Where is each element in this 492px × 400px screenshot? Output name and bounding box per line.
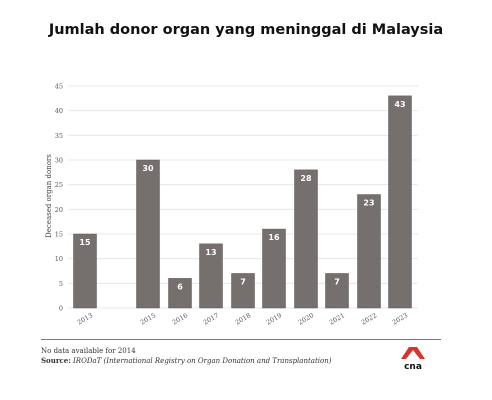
bar xyxy=(73,233,97,309)
bar xyxy=(168,278,192,309)
x-tick-label: 2013 xyxy=(76,311,94,326)
chart-title: Jumlah donor organ yang meninggal di Mal… xyxy=(48,22,444,38)
bar xyxy=(294,169,318,309)
source-note: Source: IRODaT (International Registry o… xyxy=(41,356,331,365)
y-tick-label: 0 xyxy=(59,305,63,313)
y-tick-label: 35 xyxy=(55,132,63,140)
y-axis-label: Deceased organ donors xyxy=(45,154,53,238)
bar-value-label: 43 xyxy=(394,100,405,109)
x-tick-label: 2015 xyxy=(139,311,157,326)
bar xyxy=(199,243,223,309)
bar-value-label: 28 xyxy=(300,174,312,183)
x-tick-label: 2020 xyxy=(297,311,315,326)
y-tick-label: 10 xyxy=(55,255,63,263)
bar-value-label: 7 xyxy=(240,277,246,286)
y-tick-label: 15 xyxy=(55,231,63,239)
bar-value-label: 13 xyxy=(205,248,216,257)
bar-value-label: 30 xyxy=(142,164,154,173)
bar-value-label: 6 xyxy=(177,282,183,291)
y-tick-label: 25 xyxy=(55,181,63,189)
y-tick-label: 40 xyxy=(55,107,63,115)
x-tick-label: 2016 xyxy=(171,311,189,326)
x-tick-label: 2021 xyxy=(328,311,346,326)
logo-mark xyxy=(401,347,425,359)
bar xyxy=(325,273,349,309)
footer-divider xyxy=(41,339,441,340)
bar-value-label: 23 xyxy=(363,199,374,208)
bar-value-label: 15 xyxy=(79,238,91,247)
bar-value-label: 7 xyxy=(334,277,340,286)
x-tick-label: 2022 xyxy=(360,311,378,326)
source-text: IRODaT (International Registry on Organ … xyxy=(73,357,332,365)
bar-value-labels: 15 30 6 13 7 16 28 7 23 43 xyxy=(79,100,405,292)
y-tick-label: 5 xyxy=(59,280,63,288)
x-tick-labels: 2013 2015 2016 2017 2018 2019 2020 2021 2022 2023 xyxy=(76,311,409,326)
source-label: Source: xyxy=(41,356,71,365)
bar xyxy=(357,194,381,309)
x-tick-label: 2017 xyxy=(202,311,220,326)
logo-text: cna xyxy=(404,362,422,372)
bar-value-label: 16 xyxy=(268,233,280,242)
y-tick-label: 30 xyxy=(55,157,63,165)
y-tick-label: 20 xyxy=(55,206,63,214)
bar xyxy=(388,95,412,309)
x-tick-label: 2023 xyxy=(391,311,409,326)
y-tick-label: 45 xyxy=(55,83,63,91)
cna-logo: cna xyxy=(401,347,425,372)
bar xyxy=(136,159,160,309)
x-tick-label: 2019 xyxy=(265,311,283,326)
no-data-note: No data available for 2014 xyxy=(41,347,136,355)
bar xyxy=(231,273,255,309)
bars xyxy=(73,95,412,309)
x-tick-label: 2018 xyxy=(234,311,252,326)
y-tick-labels: 0 5 10 15 20 25 30 35 40 45 xyxy=(55,83,63,313)
bar xyxy=(262,228,286,309)
